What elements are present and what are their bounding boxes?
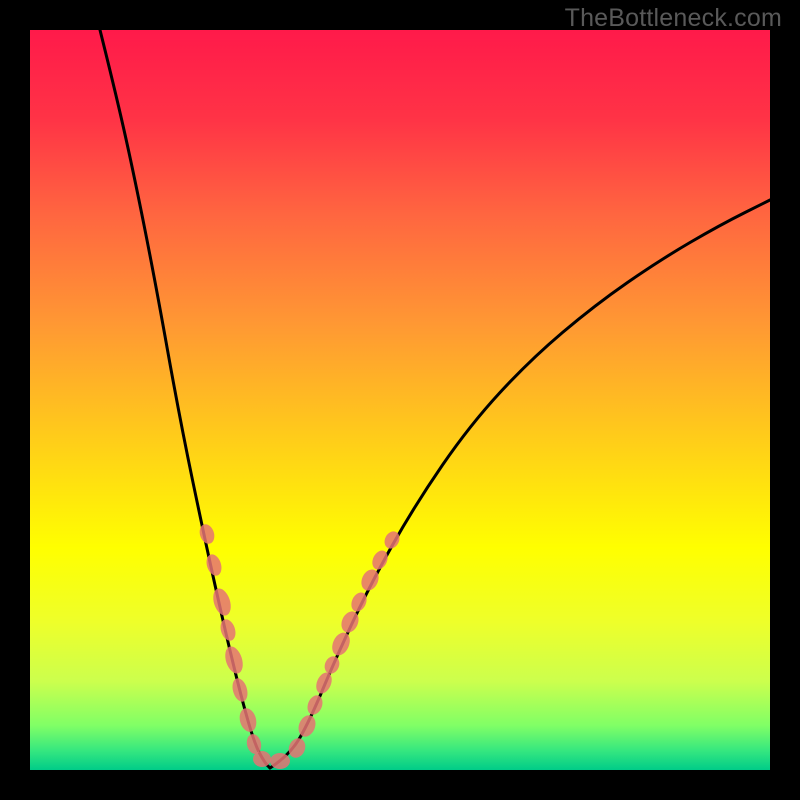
chart-plot-area [30, 30, 770, 770]
data-marker [253, 751, 271, 767]
chart-svg [0, 0, 800, 800]
watermark-text: TheBottleneck.com [565, 4, 782, 33]
bottleneck-chart: TheBottleneck.com [0, 0, 800, 800]
data-marker [270, 753, 290, 769]
